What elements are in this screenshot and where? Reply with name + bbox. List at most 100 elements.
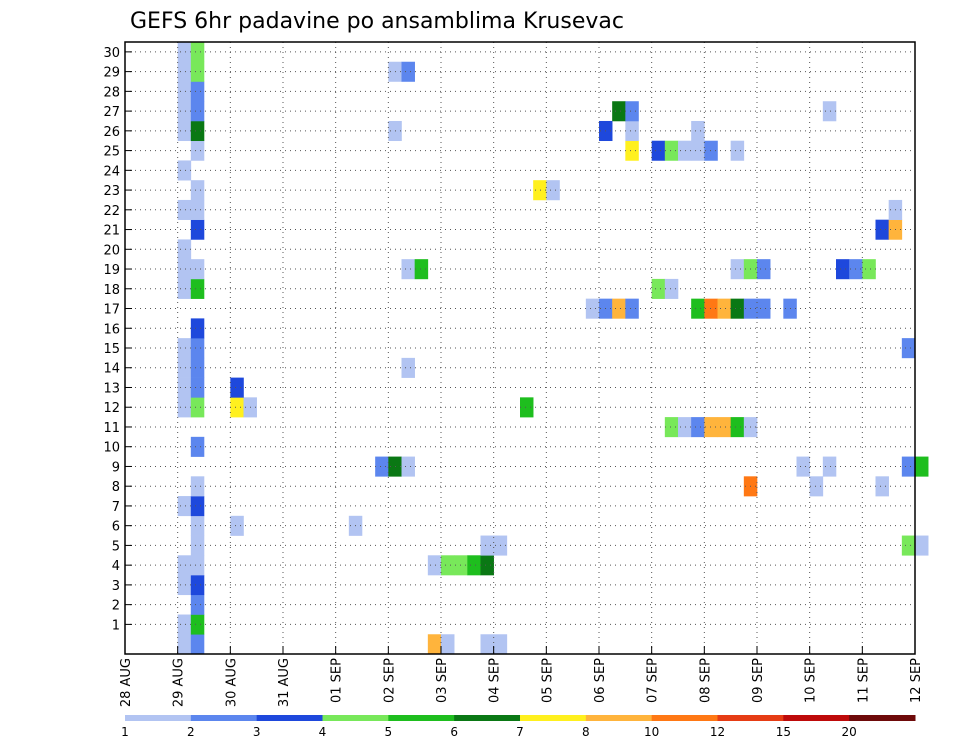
x-tick-label: 11 SEP bbox=[856, 658, 871, 703]
y-tick-label: 19 bbox=[103, 263, 120, 278]
legend-label: 4 bbox=[319, 725, 327, 739]
y-tick-label: 6 bbox=[112, 520, 120, 535]
heatmap-cell bbox=[862, 259, 876, 280]
heatmap-cell bbox=[190, 634, 205, 655]
heatmap-cell bbox=[625, 120, 639, 142]
heatmap-cell bbox=[901, 338, 916, 359]
heatmap-cell bbox=[901, 456, 916, 477]
heatmap-cell bbox=[730, 259, 745, 280]
x-tick-label: 07 SEP bbox=[646, 658, 661, 703]
y-tick-label: 18 bbox=[103, 283, 120, 298]
heatmap-cell bbox=[625, 101, 639, 122]
heatmap-cell bbox=[704, 417, 718, 438]
y-tick-label: 20 bbox=[103, 243, 120, 258]
heatmap-cell bbox=[691, 298, 705, 319]
heatmap-cell bbox=[190, 318, 205, 339]
heatmap-cell bbox=[585, 298, 600, 319]
heatmap-cell bbox=[717, 298, 731, 319]
legend-swatch bbox=[388, 715, 455, 721]
y-tick-label: 27 bbox=[103, 105, 120, 120]
heatmap-cell bbox=[651, 140, 666, 161]
heatmap-cell bbox=[190, 42, 205, 63]
heatmap-cell bbox=[441, 555, 455, 576]
heatmap-cell bbox=[190, 180, 205, 201]
heatmap-cell bbox=[625, 140, 639, 161]
legend-label: 15 bbox=[776, 725, 791, 739]
legend-label: 20 bbox=[842, 725, 857, 739]
legend-swatch bbox=[190, 715, 258, 721]
heatmap-cell bbox=[190, 397, 205, 418]
heatmap-cell bbox=[177, 101, 192, 122]
legend-label: 12 bbox=[710, 725, 725, 739]
heatmap-cell bbox=[730, 140, 745, 161]
y-tick-label: 13 bbox=[103, 381, 120, 396]
heatmap-cell bbox=[651, 278, 666, 299]
x-tick-label: 29 AUG bbox=[172, 658, 187, 707]
legend-swatch bbox=[520, 715, 587, 721]
heatmap-cell bbox=[177, 338, 192, 359]
x-tick-label: 31 AUG bbox=[277, 658, 292, 707]
heatmap-cell bbox=[177, 575, 192, 596]
heatmap-cell bbox=[691, 417, 705, 438]
y-tick-label: 11 bbox=[103, 421, 120, 436]
heatmap-cell bbox=[177, 614, 192, 635]
y-tick-label: 5 bbox=[112, 539, 120, 554]
legend-label: 7 bbox=[516, 725, 524, 739]
heatmap-cell bbox=[177, 120, 192, 142]
y-tick-label: 4 bbox=[112, 559, 120, 574]
heatmap-cell bbox=[190, 377, 205, 398]
x-tick-label: 09 SEP bbox=[751, 658, 766, 703]
heatmap-cell bbox=[480, 535, 494, 556]
y-tick-label: 10 bbox=[103, 441, 120, 456]
heatmap-cell bbox=[427, 634, 442, 655]
x-tick-label: 03 SEP bbox=[435, 658, 450, 703]
heatmap-cell bbox=[901, 535, 916, 556]
legend-label: 8 bbox=[582, 725, 590, 739]
heatmap-cell bbox=[190, 259, 205, 280]
x-tick-label: 28 AUG bbox=[119, 658, 134, 707]
heatmap-cell bbox=[625, 298, 639, 319]
heatmap-cell bbox=[664, 417, 679, 438]
y-tick-label: 8 bbox=[112, 480, 120, 495]
heatmap-cells bbox=[177, 42, 929, 655]
heatmap-cell bbox=[678, 140, 692, 161]
heatmap-cell bbox=[190, 199, 205, 220]
x-tick-label: 01 SEP bbox=[330, 658, 345, 703]
legend-swatch bbox=[454, 715, 521, 721]
heatmap-cell bbox=[730, 417, 745, 438]
heatmap-cell bbox=[809, 476, 824, 497]
x-tick-label: 10 SEP bbox=[804, 658, 819, 703]
heatmap-cell bbox=[546, 180, 560, 201]
heatmap-cell bbox=[691, 140, 705, 161]
x-tick-label: 04 SEP bbox=[488, 658, 503, 703]
heatmap-cell bbox=[664, 140, 679, 161]
legend-label: 5 bbox=[385, 725, 393, 739]
dotted-grid bbox=[125, 42, 915, 654]
heatmap-cell bbox=[796, 456, 810, 477]
heatmap-cell bbox=[401, 259, 415, 280]
heatmap-cell bbox=[730, 298, 745, 319]
heatmap-cell bbox=[414, 259, 429, 280]
legend-swatch bbox=[125, 715, 192, 721]
x-tick-label: 08 SEP bbox=[698, 658, 713, 703]
y-tick-label: 2 bbox=[112, 599, 120, 614]
heatmap-cell bbox=[230, 397, 244, 418]
heatmap-cell bbox=[190, 515, 205, 536]
y-tick-label: 30 bbox=[103, 46, 120, 61]
heatmap-cell bbox=[190, 555, 205, 576]
heatmap-cell bbox=[441, 634, 455, 655]
heatmap-cell bbox=[480, 555, 494, 576]
heatmap-cell bbox=[704, 298, 718, 319]
heatmap-cell bbox=[177, 397, 192, 418]
heatmap-cell bbox=[757, 298, 771, 319]
heatmap-cell bbox=[190, 61, 205, 82]
heatmap-cell bbox=[190, 496, 205, 517]
heatmap-cell bbox=[190, 81, 205, 102]
heatmap-cell bbox=[190, 101, 205, 122]
y-tick-label: 28 bbox=[103, 85, 120, 100]
heatmap-cell bbox=[190, 278, 205, 299]
heatmap-cell bbox=[177, 496, 192, 517]
heatmap-cell bbox=[177, 81, 192, 102]
heatmap-cell bbox=[704, 140, 718, 161]
heatmap-cell bbox=[190, 219, 205, 240]
